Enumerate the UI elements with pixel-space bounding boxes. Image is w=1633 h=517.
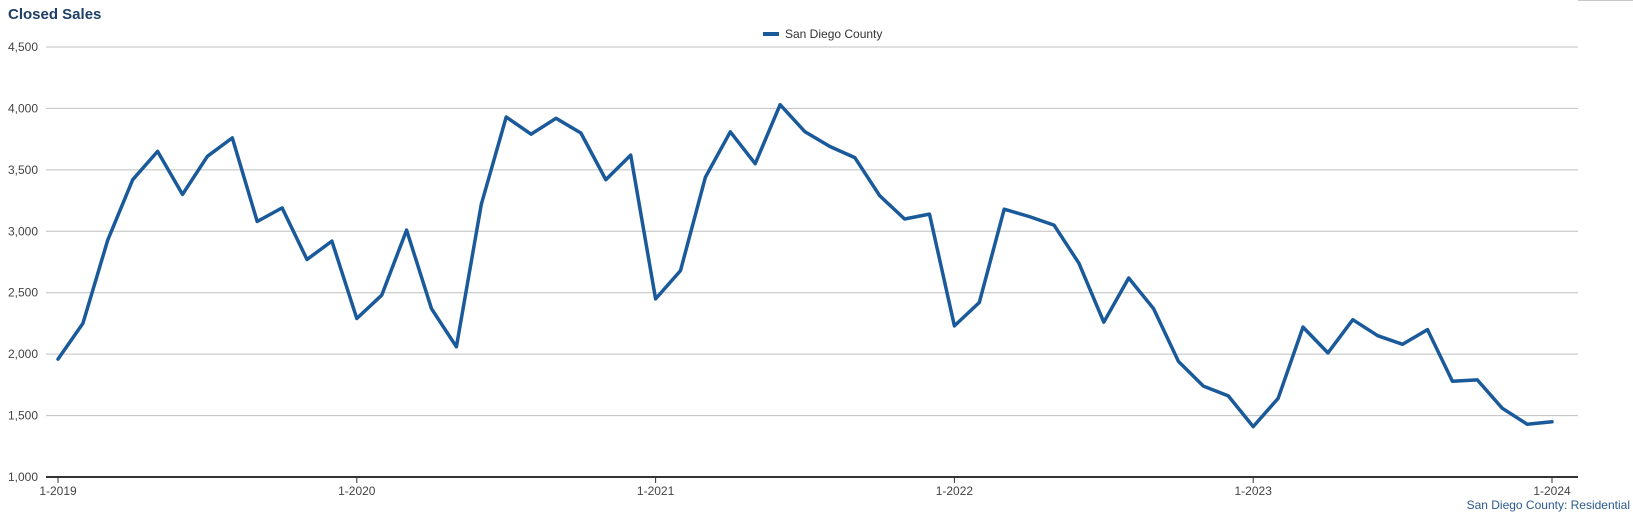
y-tick-label: 3,500: [8, 163, 38, 177]
y-tick-label: 1,000: [8, 470, 38, 484]
x-tick-label: 1-2019: [39, 484, 77, 498]
x-tick-label: 1-2022: [936, 484, 974, 498]
x-tick-label: 1-2024: [1533, 484, 1571, 498]
y-tick-label: 1,500: [8, 409, 38, 423]
x-axis: 1-2019 1-2020 1-2021 1-2022 1-2023 1-2024: [39, 476, 1578, 498]
legend-label-san-diego-county: San Diego County: [785, 27, 882, 41]
y-tick-label: 4,000: [8, 101, 38, 115]
legend[interactable]: San Diego County: [763, 27, 882, 41]
gridlines: [46, 46, 1578, 417]
y-tick-label: 2,000: [8, 347, 38, 361]
y-tick-label: 3,000: [8, 224, 38, 238]
chart-title: Closed Sales: [8, 6, 102, 23]
x-tick-label: 1-2021: [637, 484, 675, 498]
y-axis-ticks: 1,000 1,500 2,000 2,500 3,000 3,500 4,000 4,500: [8, 40, 38, 484]
series-layer: [56, 102, 1554, 429]
corner-rule: [1578, 0, 1633, 1]
x-tick-label: 1-2020: [338, 484, 376, 498]
footer-label: San Diego County: Residential: [1466, 498, 1630, 512]
y-tick-label: 4,500: [8, 40, 38, 54]
series-line-san-diego-county: [56, 102, 1554, 429]
y-tick-label: 2,500: [8, 286, 38, 300]
x-tick-label: 1-2023: [1235, 484, 1273, 498]
